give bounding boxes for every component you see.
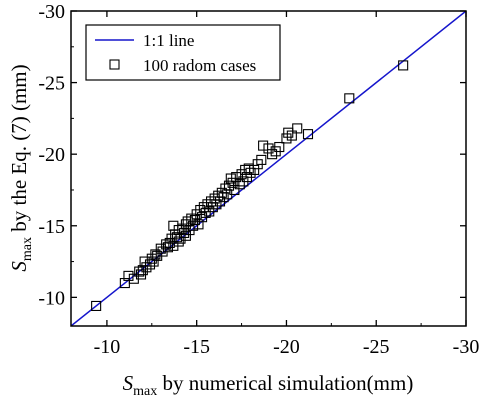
x-tick-label: -20 bbox=[273, 336, 300, 358]
legend-label-line: 1:1 line bbox=[143, 31, 194, 50]
x-axis-title: Smax by numerical simulation(mm) bbox=[123, 371, 414, 399]
scatter-point-71 bbox=[263, 143, 274, 154]
axis-ticks-layer: -10 -15 -20 -25 -30 -10 -15 -20 -25 -30 bbox=[38, 1, 479, 358]
y-tick-label: -25 bbox=[38, 73, 65, 95]
scatter-point-79 bbox=[302, 129, 314, 140]
plot-series-layer bbox=[71, 11, 466, 326]
y-axis-title: Smax by the Eq. (7) (mm) bbox=[7, 64, 35, 271]
scatter-point-35 bbox=[188, 220, 199, 231]
scatter-point-9 bbox=[141, 262, 152, 273]
y-tick-label: -20 bbox=[38, 144, 65, 166]
scatter-point-17 bbox=[161, 239, 172, 250]
x-tick-label: -15 bbox=[183, 336, 210, 358]
scatter-point-1 bbox=[91, 300, 102, 312]
scatter-point-58 bbox=[229, 184, 240, 196]
scatter-point-57 bbox=[227, 177, 238, 188]
scatter-point-13 bbox=[150, 249, 161, 260]
x-tick-label: -10 bbox=[94, 336, 121, 358]
scatter-point-27 bbox=[175, 233, 186, 244]
y-tick-label: -15 bbox=[38, 216, 65, 238]
scatter-point-31 bbox=[180, 230, 191, 241]
scatter-point-75 bbox=[281, 133, 292, 144]
scatter-point-80 bbox=[344, 93, 355, 104]
scatter-point-78 bbox=[292, 123, 303, 134]
scatter-point-26 bbox=[173, 236, 184, 247]
scatter-point-67 bbox=[249, 164, 260, 175]
scatter-point-72 bbox=[267, 149, 278, 160]
plot-frame bbox=[70, 10, 467, 327]
scatter-point-10 bbox=[144, 259, 156, 270]
legend-box bbox=[85, 24, 281, 81]
legend-square-swatch bbox=[109, 59, 120, 70]
legend-label-scatter: 100 radom cases bbox=[143, 56, 256, 75]
scatter-point-69 bbox=[256, 154, 267, 165]
scatter-point-81 bbox=[398, 60, 409, 71]
scatter-point-74 bbox=[274, 141, 285, 153]
y-tick-label: -10 bbox=[38, 287, 65, 309]
scatter-point-12 bbox=[148, 256, 159, 267]
x-tick-label: -30 bbox=[453, 336, 480, 358]
scatter-point-38 bbox=[193, 219, 204, 230]
legend: 1:1 line 100 radom cases bbox=[85, 24, 281, 81]
y-tick-label: -30 bbox=[38, 1, 65, 23]
scatter-point-66 bbox=[245, 167, 256, 178]
scatter-point-60 bbox=[234, 179, 245, 190]
scatter-point-77 bbox=[286, 130, 297, 141]
scatter-point-70 bbox=[258, 140, 269, 151]
x-tick-label: -25 bbox=[363, 336, 390, 358]
scatter-point-3 bbox=[123, 270, 134, 281]
